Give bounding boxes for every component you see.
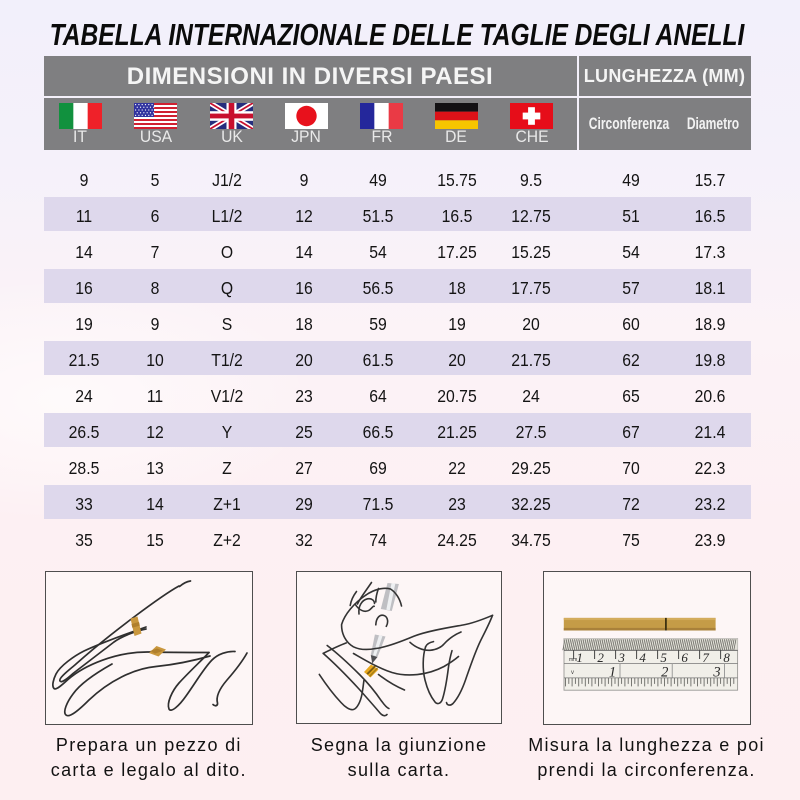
svg-text:6: 6 bbox=[681, 650, 688, 665]
svg-text:3: 3 bbox=[617, 650, 625, 665]
svg-text:2: 2 bbox=[597, 650, 604, 665]
svg-text:mm: mm bbox=[569, 657, 577, 663]
svg-text:2: 2 bbox=[661, 664, 668, 680]
svg-text:v: v bbox=[571, 670, 574, 676]
svg-text:1: 1 bbox=[609, 664, 616, 680]
svg-text:7: 7 bbox=[702, 650, 709, 665]
svg-text:4: 4 bbox=[639, 650, 646, 665]
svg-text:5: 5 bbox=[660, 650, 667, 665]
svg-text:3: 3 bbox=[712, 664, 720, 680]
svg-text:8: 8 bbox=[723, 650, 730, 665]
svg-text:1: 1 bbox=[576, 650, 583, 665]
